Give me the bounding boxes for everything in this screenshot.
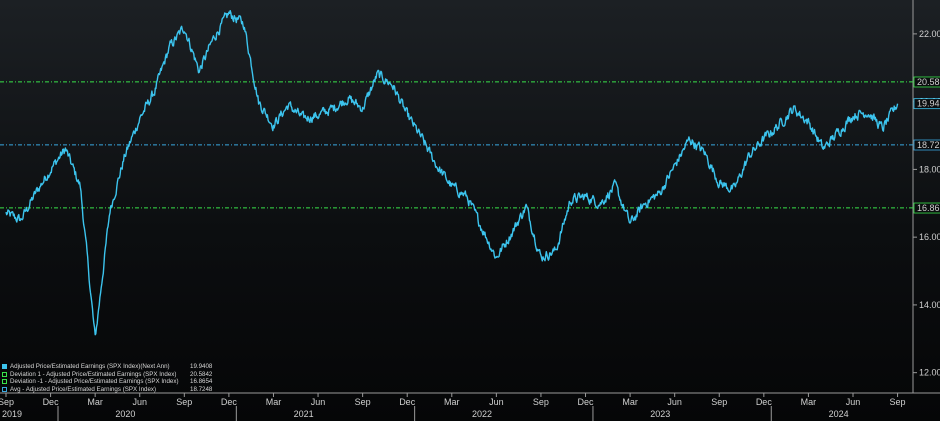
x-tick-label: Mar — [801, 397, 817, 407]
x-tick-label: Mar — [444, 397, 460, 407]
legend-label: Deviation 1 - Adjusted Price/Estimated E… — [10, 370, 177, 378]
x-tick-label: Dec — [399, 397, 416, 407]
x-tick-label: Sep — [0, 397, 14, 407]
end-value-tag — [913, 98, 940, 110]
pe-series-line — [5, 10, 899, 336]
y-tick-label: 12.00 — [919, 368, 940, 378]
legend-value: 19.9408 — [190, 363, 213, 370]
x-tick-label: Jun — [667, 397, 682, 407]
legend-value: 20.5842 — [190, 370, 213, 378]
legend-row: Adjusted Price/Estimated Earnings (SPX I… — [2, 363, 212, 371]
x-tick-label: Sep — [711, 397, 727, 407]
x-tick-label: Jun — [489, 397, 504, 407]
x-tick-label: Mar — [87, 397, 103, 407]
end-value-label: 16.86 — [917, 203, 940, 213]
year-label: 2022 — [472, 409, 492, 419]
x-tick-label: Jun — [311, 397, 326, 407]
legend-label: Deviation -1 - Adjusted Price/Estimated … — [10, 378, 179, 386]
x-tick-label: Sep — [890, 397, 906, 407]
x-tick-label: Dec — [578, 397, 595, 407]
x-tick-label: Jun — [132, 397, 147, 407]
y-tick-label: 16.00 — [919, 232, 940, 242]
legend-row: Deviation -1 - Adjusted Price/Estimated … — [2, 378, 212, 386]
legend-row: Deviation 1 - Adjusted Price/Estimated E… — [2, 371, 212, 379]
x-tick-label: Mar — [266, 397, 282, 407]
x-tick-label: Sep — [176, 397, 192, 407]
year-label: 2019 — [2, 409, 22, 419]
year-label: 2020 — [115, 409, 135, 419]
x-tick-label: Dec — [756, 397, 773, 407]
end-value-tag — [913, 76, 940, 88]
legend-label: Adjusted Price/Estimated Earnings (SPX I… — [10, 363, 170, 370]
end-value-label: 19.94 — [917, 99, 940, 109]
y-tick-label: 22.00 — [919, 29, 940, 39]
legend-swatch — [2, 364, 7, 370]
end-value-label: 18.72 — [917, 140, 940, 150]
legend-swatch — [2, 387, 7, 393]
year-label: 2023 — [650, 409, 670, 419]
x-tick-label: Jun — [846, 397, 861, 407]
legend-value: 16.8654 — [190, 378, 213, 386]
x-tick-label: Dec — [221, 397, 238, 407]
end-value-tag — [913, 202, 940, 214]
legend-value: 18.7248 — [190, 385, 213, 393]
x-tick-label: Dec — [43, 397, 60, 407]
x-tick-label: Sep — [533, 397, 549, 407]
y-tick-label: 14.00 — [919, 300, 940, 310]
end-value-tag — [913, 139, 940, 151]
year-label: 2021 — [294, 409, 314, 419]
x-tick-label: Sep — [355, 397, 371, 407]
legend-label: Avg - Adjusted Price/Estimated Earnings … — [10, 385, 157, 393]
legend: Adjusted Price/Estimated Earnings (SPX I… — [2, 363, 212, 393]
year-label: 2024 — [829, 409, 849, 419]
legend-swatch — [2, 371, 7, 377]
legend-swatch — [2, 379, 7, 385]
legend-row: Avg - Adjusted Price/Estimated Earnings … — [2, 386, 212, 394]
end-value-label: 20.58 — [917, 77, 940, 87]
x-tick-label: Mar — [622, 397, 638, 407]
y-tick-label: 18.00 — [919, 164, 940, 174]
